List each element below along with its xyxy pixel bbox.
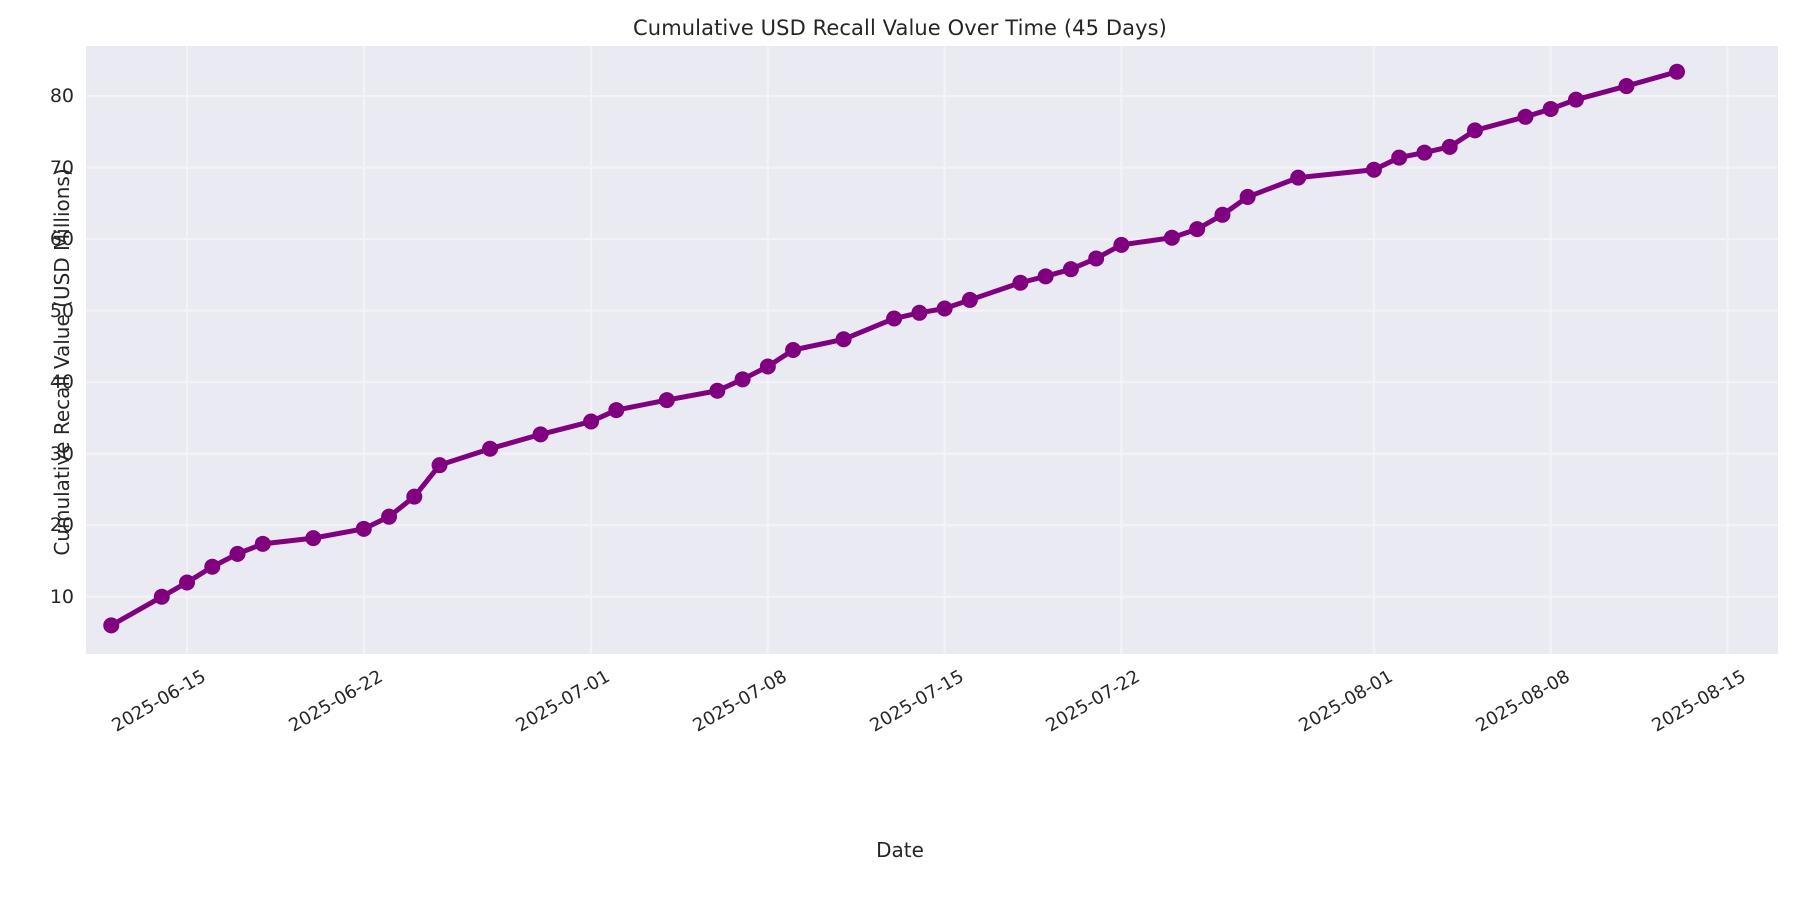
data-point-marker (1214, 206, 1231, 223)
data-point-marker (608, 402, 625, 419)
data-point-marker (1618, 78, 1635, 95)
data-point-marker (1088, 250, 1105, 267)
data-point-marker (1037, 268, 1054, 285)
plot-area (86, 46, 1778, 654)
data-point-marker (406, 488, 423, 505)
y-tick-label: 60 (49, 228, 74, 251)
data-point-marker (1466, 122, 1483, 139)
data-point-marker (1012, 274, 1029, 291)
x-tick-label: 2025-07-01 (512, 666, 614, 737)
series-markers-group (103, 63, 1685, 634)
chart-title: Cumulative USD Recall Value Over Time (4… (633, 16, 1167, 40)
data-point-marker (1416, 144, 1433, 161)
data-point-marker (1113, 236, 1130, 253)
x-tick-label: 2025-08-08 (1472, 666, 1574, 737)
line-chart-svg (86, 46, 1778, 654)
data-point-marker (1290, 169, 1307, 186)
data-point-marker (229, 545, 246, 562)
x-tick-label: 2025-06-15 (108, 666, 210, 737)
data-point-marker (103, 617, 120, 634)
data-point-marker (759, 358, 776, 375)
x-tick-label: 2025-08-01 (1295, 666, 1397, 737)
data-point-marker (911, 304, 928, 321)
data-point-marker (1062, 261, 1079, 278)
data-point-marker (1391, 149, 1408, 166)
y-tick-label: 40 (49, 371, 74, 394)
y-tick-label: 50 (49, 299, 74, 322)
data-point-marker (658, 392, 675, 409)
data-point-marker (355, 520, 372, 537)
x-tick-label: 2025-07-15 (866, 666, 968, 737)
y-tick-label: 10 (49, 585, 74, 608)
y-tick-label: 30 (49, 442, 74, 465)
data-point-marker (482, 440, 499, 457)
data-point-marker (1517, 108, 1534, 125)
data-point-marker (532, 426, 549, 443)
data-point-marker (204, 558, 221, 575)
data-point-marker (734, 371, 751, 388)
data-point-marker (709, 382, 726, 399)
data-point-marker (1441, 138, 1458, 155)
series-line (108, 69, 1680, 628)
data-point-marker (153, 588, 170, 605)
data-point-marker (1189, 221, 1206, 238)
series-line-group (108, 69, 1680, 628)
data-point-marker (936, 300, 953, 317)
data-point-marker (1163, 229, 1180, 246)
gridlines (86, 46, 1778, 654)
data-point-marker (1668, 63, 1685, 80)
data-point-marker (785, 342, 802, 358)
data-point-marker (381, 508, 398, 525)
x-axis-label: Date (876, 838, 924, 862)
x-tick-label: 2025-07-22 (1042, 666, 1144, 737)
data-point-marker (1365, 161, 1382, 178)
x-tick-label: 2025-07-08 (689, 666, 791, 737)
data-point-marker (886, 310, 903, 327)
data-point-marker (583, 413, 600, 430)
data-point-marker (431, 457, 448, 474)
data-point-marker (1567, 91, 1584, 108)
data-point-marker (305, 530, 322, 547)
data-point-marker (254, 535, 271, 552)
data-point-marker (1239, 188, 1256, 205)
y-tick-label: 20 (49, 514, 74, 537)
data-point-marker (835, 331, 852, 348)
x-tick-label: 2025-06-22 (285, 666, 387, 737)
data-point-marker (1542, 100, 1559, 117)
y-tick-label: 70 (49, 156, 74, 179)
y-tick-label: 80 (49, 85, 74, 108)
x-tick-label: 2025-08-15 (1648, 666, 1750, 737)
data-point-marker (961, 291, 978, 308)
data-point-marker (179, 574, 196, 591)
y-axis-label: Cumulative Recall Value (USD Millions) (50, 168, 74, 556)
